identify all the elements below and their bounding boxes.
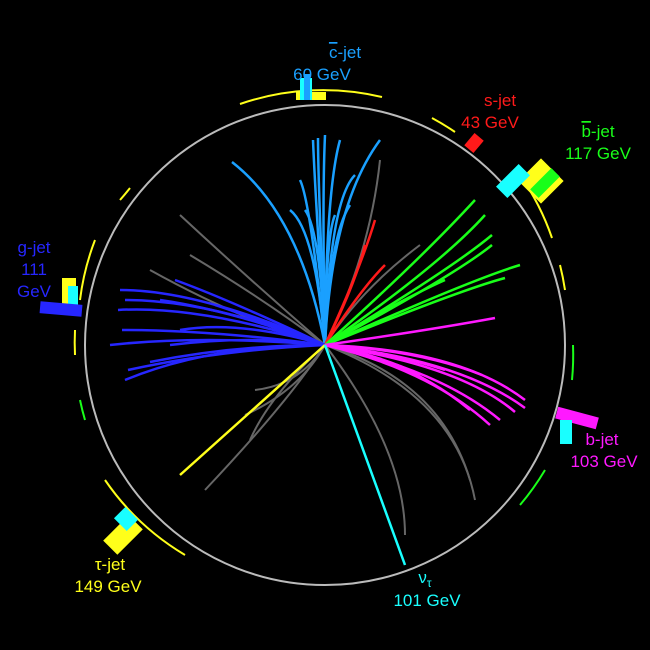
b-jet-energy: 103 GeV	[570, 452, 638, 471]
neutrino-vector	[323, 344, 407, 566]
neutrino-energy: 101 GeV	[393, 591, 461, 610]
b-jet-tracks	[324, 316, 526, 426]
svg-text:c-jet: c-jet	[329, 43, 361, 62]
bbar-quark-letter: b	[581, 122, 590, 141]
bbar-jet-energy: 117 GeV	[565, 144, 632, 163]
s-jet-name: s-jet	[484, 91, 516, 110]
cbar-jet-suffix: -jet	[337, 43, 361, 62]
tau-jet-towers	[103, 506, 143, 555]
b-jet-towers	[555, 406, 599, 444]
b-jet-label: b-jet 103 GeV	[570, 430, 638, 471]
s-jet-label: s-jet 43 GeV	[461, 91, 519, 132]
bbar-jet-suffix: -jet	[591, 122, 615, 141]
g-jet-name: g-jet	[17, 238, 50, 257]
cbar-jet-energy: 60 GeV	[293, 65, 351, 84]
g-jet-towers	[39, 278, 83, 317]
neutrino-subscript: τ	[427, 576, 432, 590]
bbar-jet-towers	[496, 158, 564, 204]
b-jet-name: b-jet	[585, 430, 618, 449]
svg-text:b-jet: b-jet	[581, 122, 614, 141]
calorimeter-deposit-arcs	[73, 89, 575, 556]
neutrino-label: ντ 101 GeV	[393, 568, 461, 610]
tau-jet-label: τ-jet 149 GeV	[74, 555, 142, 596]
g-jet-tracks	[109, 278, 326, 382]
detector-ring	[84, 104, 566, 586]
svg-text:ντ: ντ	[418, 568, 432, 590]
cbar-jet-towers	[296, 74, 326, 100]
tau-jet-track	[179, 344, 326, 476]
bbar-jet-label: b-jet 117 GeV	[565, 122, 632, 163]
g-jet-energy-unit: GeV	[17, 282, 52, 301]
s-jet-tracks	[323, 219, 386, 346]
s-jet-energy: 43 GeV	[461, 113, 519, 132]
tau-jet-energy: 149 GeV	[74, 577, 142, 596]
cbar-jet-label: c-jet 60 GeV	[293, 43, 361, 84]
s-jet-tower	[464, 133, 484, 153]
neutrino-symbol: ν	[418, 568, 427, 587]
cbar-jet-tracks	[231, 134, 382, 346]
g-jet-energy-value: 111	[21, 260, 47, 279]
bbar-jet-tracks	[324, 199, 521, 347]
g-jet-label: g-jet 111 GeV	[17, 238, 52, 301]
cbar-quark-letter: c	[329, 43, 338, 62]
tau-jet-name: τ-jet	[95, 555, 126, 574]
